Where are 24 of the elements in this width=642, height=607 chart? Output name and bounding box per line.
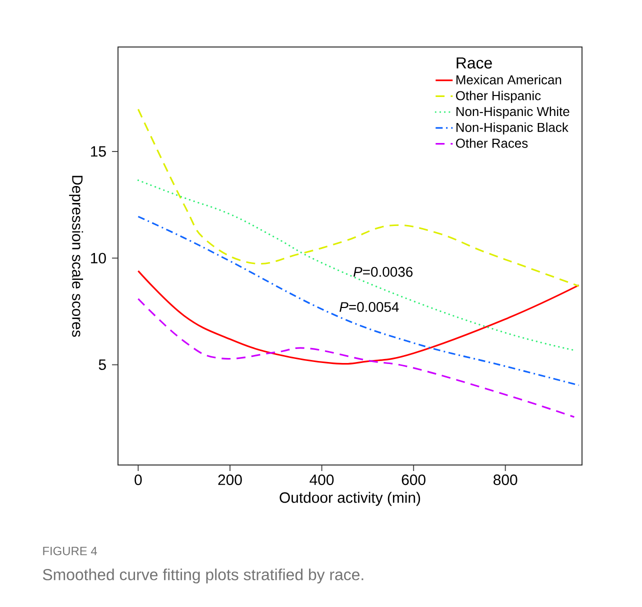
line-series [137,108,580,287]
legend-label: Non-Hispanic White [456,106,570,119]
caption: FIGURE 4 [43,546,97,556]
y-tick-label: 15 [91,146,106,157]
y-axis-title: Depression scale scores [69,176,84,337]
x-tick-label: 800 [494,474,518,486]
annotation: P=0.0036 [353,266,413,277]
y-tick-label: 5 [98,360,106,370]
text: Smoothed curve fitting plots stratified by race. [42,568,364,584]
legend-label: Mexican American [456,74,562,84]
line-series [137,216,580,386]
x-axis-title: Outdoor activity (min) [280,492,420,506]
annotation: P=0.0054 [340,302,399,312]
line-series [137,298,576,418]
x-tick-label: 600 [402,474,426,486]
x-tick-label: 200 [218,474,242,486]
legend-title: Race [456,57,492,69]
legend-label: Other Hispanic [456,90,541,103]
line-series [137,179,576,352]
x-tick-label: 0 [134,474,142,486]
legend-label: Non-Hispanic Black [456,122,568,135]
legend-label: Other Races [456,138,528,148]
y-tick-label: 10 [91,252,106,264]
x-tick-label: 400 [310,474,334,486]
